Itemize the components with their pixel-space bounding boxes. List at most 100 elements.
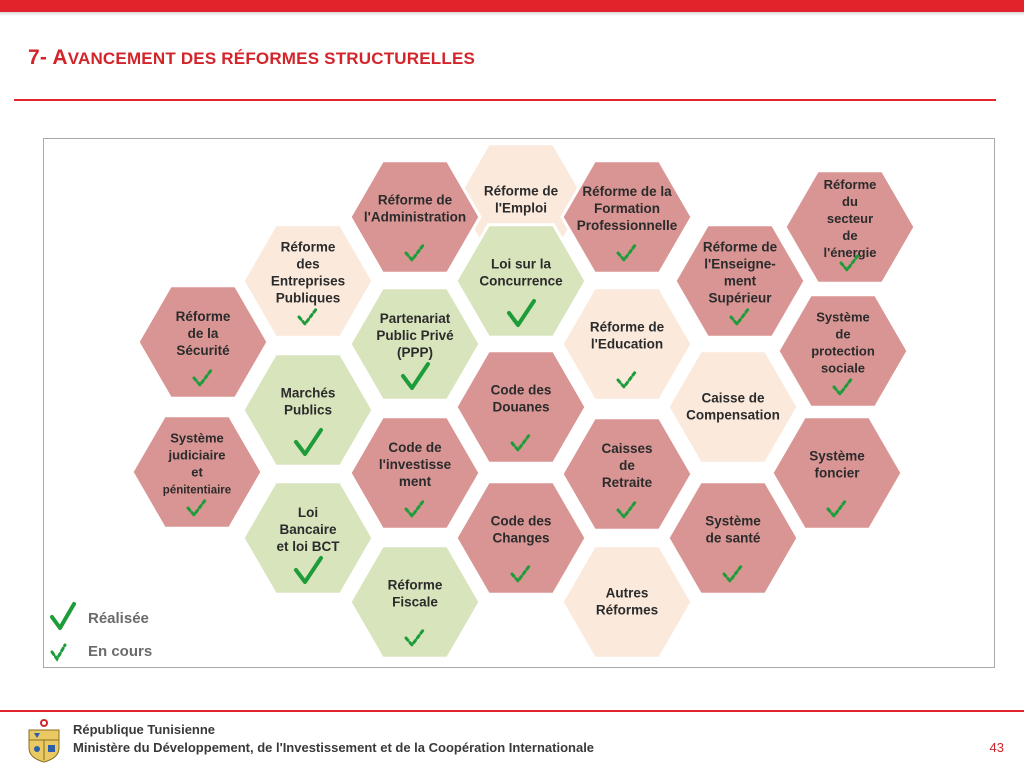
legend-en-cours-label: En cours bbox=[88, 643, 152, 660]
reform-label-line: Réformes bbox=[596, 603, 658, 618]
reform-label-line: Réforme bbox=[281, 240, 336, 255]
hexagon-shape bbox=[666, 480, 800, 596]
reform-label-line: Fiscale bbox=[392, 595, 438, 610]
hexagon-shape bbox=[560, 159, 694, 275]
hexagon-shape bbox=[348, 286, 482, 402]
reform-label-line: Réforme bbox=[176, 309, 231, 324]
hexagon-shape bbox=[348, 159, 482, 275]
reform-label-line: Public Privé bbox=[376, 328, 454, 343]
reform-label-line: Loi bbox=[298, 505, 318, 520]
hexagon-layer: Réforme de l'Emploi Réforme de l'Administra… bbox=[130, 142, 917, 660]
reform-label-line: et loi BCT bbox=[277, 539, 341, 554]
reform-label-line: Professionnelle bbox=[577, 218, 678, 233]
reform-label-line: Système bbox=[705, 514, 761, 529]
reform-label-line: ment bbox=[724, 274, 757, 289]
hexagon-shape bbox=[130, 414, 264, 530]
reform-label-line: Réforme de la bbox=[582, 184, 672, 199]
reform-hexagon-changes: Code des Changes bbox=[454, 480, 588, 596]
hexagon-shape bbox=[348, 415, 482, 531]
reform-label-line: Autres bbox=[606, 586, 649, 601]
reform-hexagon-protection: Système de protection sociale bbox=[776, 293, 910, 409]
hexagon-shape bbox=[241, 352, 375, 468]
reform-label-line: l'énergie bbox=[824, 245, 877, 260]
reform-label-line: de bbox=[835, 327, 850, 342]
reform-label-line: l'Enseigne- bbox=[704, 257, 775, 272]
reform-hexagon-education: Réforme de l'Education bbox=[560, 286, 694, 402]
en-cours-check-icon bbox=[839, 252, 861, 272]
reform-label-line: Code des bbox=[491, 383, 552, 398]
footer-rule bbox=[0, 710, 1024, 712]
reform-label-line: de santé bbox=[706, 531, 761, 546]
reform-label-line: secteur bbox=[827, 211, 873, 226]
en-cours-check-icon bbox=[404, 498, 426, 518]
reform-hexagon-entreprises: Réforme des Entreprises Publiques bbox=[241, 223, 375, 339]
reform-label-line: l'Emploi bbox=[495, 201, 547, 216]
reform-label-line: de bbox=[842, 228, 857, 243]
reform-hexagon-compensation: Caisse de Compensation bbox=[666, 349, 800, 465]
en-cours-check-icon bbox=[722, 563, 744, 583]
en-cours-check-icon bbox=[729, 306, 751, 326]
title-number: 7- bbox=[28, 46, 53, 69]
page-title: 7- AVANCEMENT DES RÉFORMES STRUCTURELLES bbox=[28, 46, 475, 70]
reform-label-line: Publiques bbox=[276, 291, 341, 306]
hexagon-shape bbox=[454, 349, 588, 465]
title-underline bbox=[14, 99, 996, 101]
reform-label-line: Partenariat bbox=[380, 311, 451, 326]
title-rest: VANCEMENT DES RÉFORMES STRUCTURELLES bbox=[67, 49, 476, 68]
reform-label-line: l'investisse bbox=[379, 457, 452, 472]
reform-label-line: l'Education bbox=[591, 337, 663, 352]
reform-label-line: protection bbox=[811, 344, 875, 359]
legend-in-progress-check-icon bbox=[50, 643, 67, 662]
reform-label-line: judiciaire bbox=[167, 448, 225, 463]
reform-label-line: de la bbox=[188, 326, 219, 341]
reform-label-line: Bancaire bbox=[279, 522, 337, 537]
top-accent-bar bbox=[0, 0, 1024, 12]
reform-label-line: Réforme bbox=[388, 578, 443, 593]
reform-hexagon-concurrence: Loi sur la Concurrence bbox=[454, 223, 588, 339]
reform-hexagon-bancaire: Loi Bancaire et loi BCT bbox=[241, 480, 375, 596]
reform-label-line: ment bbox=[399, 474, 432, 489]
reform-label-line: Compensation bbox=[686, 408, 780, 423]
reform-label-line: pénitentiaire bbox=[163, 485, 231, 497]
en-cours-check-icon bbox=[616, 242, 638, 262]
reform-hexagon-marches: Marchés Publics bbox=[241, 352, 375, 468]
reform-hexagon-retraite: Caisses de Retraite bbox=[560, 416, 694, 532]
reform-label-line: Formation bbox=[594, 201, 660, 216]
top-bar-shadow bbox=[0, 12, 1024, 16]
en-cours-check-icon bbox=[510, 432, 532, 452]
reform-label-line: Marchés bbox=[281, 386, 336, 401]
reform-label-line: Changes bbox=[492, 531, 549, 546]
reform-label-line: foncier bbox=[814, 466, 860, 481]
reform-hexagon-formation: Réforme de la Formation Professionnelle bbox=[560, 159, 694, 275]
reform-hexagon-administration: Réforme de l'Administration bbox=[348, 159, 482, 275]
reform-hexagon-fiscale: Réforme Fiscale bbox=[348, 544, 482, 660]
reform-label-line: Publics bbox=[284, 403, 332, 418]
en-cours-check-icon bbox=[192, 367, 214, 387]
reform-label-line: sociale bbox=[821, 361, 865, 376]
hexagon-shape bbox=[348, 544, 482, 660]
footer-republic: République Tunisienne bbox=[73, 722, 216, 737]
en-cours-check-icon bbox=[510, 563, 532, 583]
reform-label-line: (PPP) bbox=[397, 345, 433, 360]
hexagon-shape bbox=[136, 284, 270, 400]
reform-label-line: Système bbox=[170, 431, 223, 446]
reform-hexagon-foncier: Système foncier bbox=[770, 415, 904, 531]
reform-label-line: Réforme de bbox=[590, 320, 665, 335]
reform-label-line: l'Administration bbox=[364, 210, 466, 225]
title-initial: A bbox=[52, 46, 68, 69]
reform-hexagon-judiciaire: Système judiciaire et pénitentiaire bbox=[130, 414, 264, 530]
footer-ministry: Ministère du Développement, de l'Investi… bbox=[73, 740, 595, 755]
hexagon-shape bbox=[560, 286, 694, 402]
legend-done-check-icon bbox=[50, 602, 76, 630]
hexagon-shape bbox=[454, 223, 588, 339]
hexagon-shape bbox=[454, 480, 588, 596]
reform-hexagon-sante: Système de santé bbox=[666, 480, 800, 596]
realisee-check-icon bbox=[507, 299, 536, 327]
en-cours-check-icon bbox=[186, 497, 208, 517]
hexagon-shape bbox=[673, 223, 807, 339]
realisee-check-icon bbox=[401, 362, 430, 390]
en-cours-check-icon bbox=[826, 498, 848, 518]
reform-hexagon-enseignement: Réforme de l'Enseigne-ment Supérieur bbox=[673, 223, 807, 339]
hexagon-shape bbox=[770, 415, 904, 531]
